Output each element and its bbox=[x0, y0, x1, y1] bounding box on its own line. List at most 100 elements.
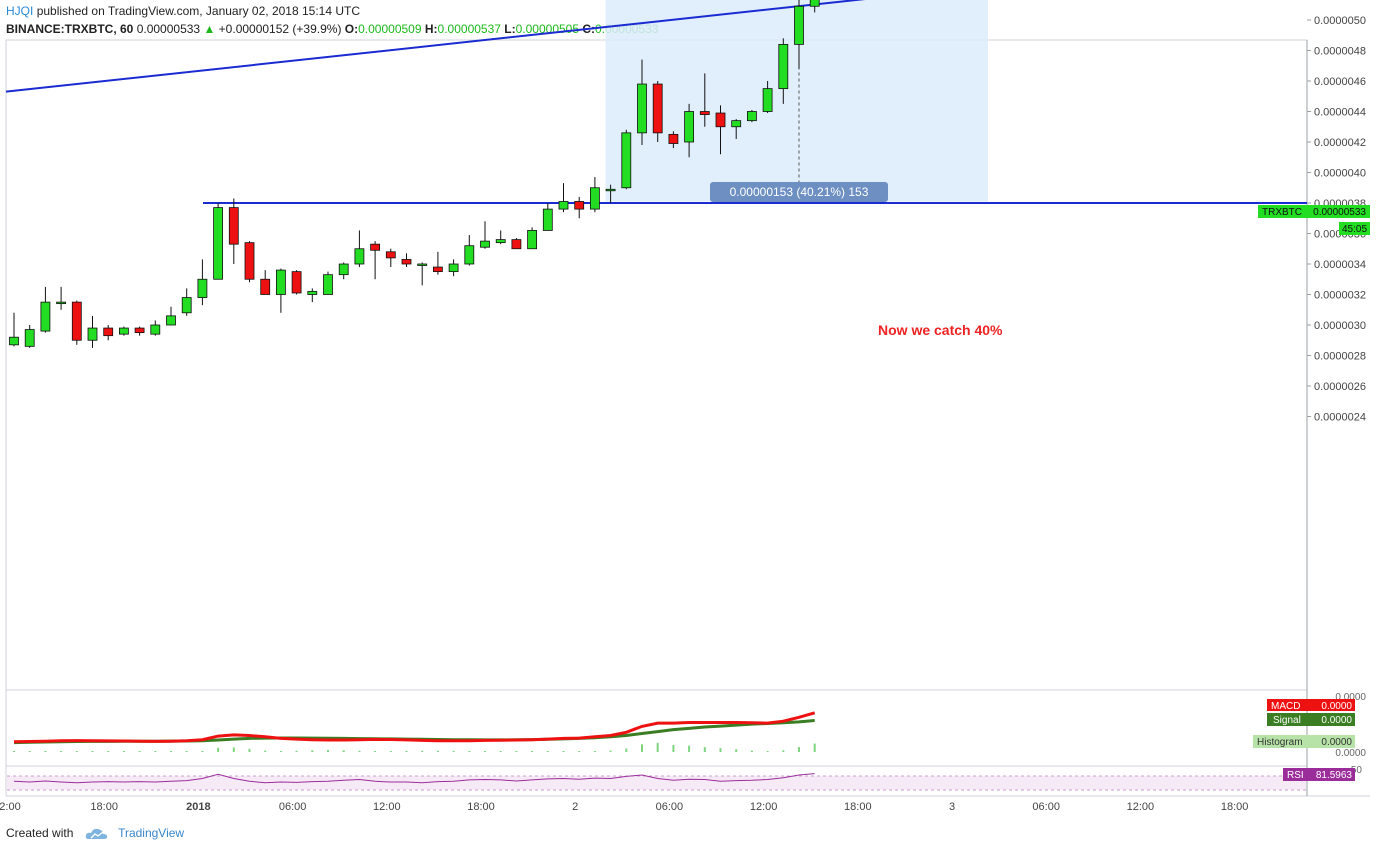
histogram-tag-box bbox=[1253, 735, 1355, 748]
candle-body bbox=[542, 208, 553, 231]
time-tick-label: 2 bbox=[572, 801, 578, 813]
candles[interactable] bbox=[9, 0, 820, 348]
candle[interactable] bbox=[56, 286, 66, 310]
candle[interactable] bbox=[338, 262, 349, 280]
candle[interactable] bbox=[684, 103, 694, 158]
histogram-bar bbox=[60, 751, 63, 752]
candle[interactable] bbox=[448, 259, 459, 277]
candle-body bbox=[480, 240, 490, 248]
candle[interactable] bbox=[762, 81, 773, 114]
candle-body bbox=[338, 263, 349, 276]
candle[interactable] bbox=[652, 81, 663, 142]
histogram-bar bbox=[75, 751, 78, 752]
histogram-bar bbox=[138, 751, 141, 752]
countdown: 45:05 bbox=[1342, 224, 1367, 235]
open-label: O: bbox=[344, 22, 359, 36]
lower-trend-line[interactable] bbox=[5, 0, 1307, 93]
candle[interactable] bbox=[809, 0, 820, 13]
histogram-bar bbox=[750, 750, 753, 752]
time-tick-label: 06:00 bbox=[279, 801, 307, 813]
candle-body bbox=[637, 83, 647, 134]
rsi-tag-label: RSI bbox=[1287, 770, 1304, 781]
candle[interactable] bbox=[417, 262, 428, 286]
candle[interactable] bbox=[464, 235, 475, 266]
candle[interactable] bbox=[558, 183, 569, 213]
candle[interactable] bbox=[354, 230, 365, 268]
histogram-bar bbox=[28, 751, 31, 752]
candle[interactable] bbox=[668, 131, 679, 149]
candle[interactable] bbox=[134, 326, 145, 336]
candle[interactable] bbox=[307, 288, 318, 303]
candle[interactable] bbox=[166, 306, 176, 326]
candle[interactable] bbox=[228, 198, 239, 264]
histogram-bar bbox=[499, 751, 502, 752]
candle-body bbox=[574, 201, 585, 210]
candle-body bbox=[71, 301, 82, 341]
tradingview-link[interactable]: TradingView bbox=[118, 826, 185, 840]
candle-body bbox=[809, 0, 820, 7]
candle[interactable] bbox=[542, 203, 553, 231]
candle[interactable] bbox=[323, 271, 333, 295]
author-name[interactable]: HJQI bbox=[6, 4, 34, 18]
macd-histogram bbox=[13, 742, 816, 752]
candle-body bbox=[244, 242, 255, 280]
histogram-bar bbox=[389, 751, 392, 752]
candle[interactable] bbox=[370, 241, 381, 280]
candle-body bbox=[150, 324, 161, 335]
signal-tag-value: 0.0000 bbox=[1321, 715, 1352, 726]
macd-tick-top: 0.0000 bbox=[1335, 692, 1366, 703]
price-tag-symbol: TRXBTC bbox=[1262, 207, 1302, 218]
histogram-bar bbox=[154, 751, 157, 752]
candle-body bbox=[275, 269, 286, 295]
candle[interactable] bbox=[40, 286, 51, 333]
histogram-bar bbox=[421, 750, 424, 752]
countdown-box bbox=[1339, 222, 1370, 235]
candle[interactable] bbox=[213, 203, 224, 280]
candle[interactable] bbox=[621, 129, 632, 190]
up-triangle-icon: ▲ bbox=[203, 22, 216, 36]
candle[interactable] bbox=[495, 230, 506, 245]
candle[interactable] bbox=[480, 221, 490, 249]
candle[interactable] bbox=[244, 241, 255, 283]
candle[interactable] bbox=[590, 177, 600, 213]
candle[interactable] bbox=[71, 300, 82, 345]
candle[interactable] bbox=[87, 315, 98, 348]
candle[interactable] bbox=[197, 259, 208, 306]
candle[interactable] bbox=[511, 238, 522, 250]
histogram-bar bbox=[625, 748, 628, 752]
histogram-bar bbox=[468, 751, 471, 752]
candle[interactable] bbox=[794, 0, 804, 69]
annotation-text: Now we catch 40% bbox=[878, 322, 1003, 338]
last-price: 0.00000533 bbox=[136, 22, 201, 36]
candle[interactable] bbox=[181, 288, 192, 316]
candle[interactable] bbox=[527, 227, 537, 250]
candle[interactable] bbox=[778, 38, 789, 104]
candle[interactable] bbox=[103, 325, 114, 341]
candle[interactable] bbox=[260, 270, 271, 295]
candle[interactable] bbox=[432, 251, 443, 275]
candle[interactable] bbox=[150, 320, 161, 336]
candle[interactable] bbox=[699, 73, 710, 127]
candle[interactable] bbox=[574, 196, 585, 219]
candle[interactable] bbox=[715, 105, 726, 155]
candle[interactable] bbox=[385, 248, 396, 268]
candle[interactable] bbox=[119, 326, 129, 336]
candle[interactable] bbox=[605, 184, 616, 203]
histogram-bar bbox=[515, 751, 518, 752]
price-change: +0.00000152 (+39.9%) bbox=[218, 22, 342, 36]
time-axis[interactable]: 2:00 18:00 2018 06:00 12:00 18:00 2 06:00 12:00 1… bbox=[0, 801, 1248, 813]
candle[interactable] bbox=[747, 109, 757, 123]
candle[interactable] bbox=[731, 119, 742, 139]
candle[interactable] bbox=[24, 325, 35, 348]
price-tick-label: 0.0000034 bbox=[1314, 259, 1366, 271]
candle[interactable] bbox=[291, 270, 302, 295]
candle[interactable] bbox=[9, 312, 19, 347]
candle-body bbox=[417, 263, 428, 266]
candle[interactable] bbox=[401, 253, 412, 268]
candle-body bbox=[119, 327, 129, 335]
candle[interactable] bbox=[275, 268, 286, 313]
time-tick-label: 2018 bbox=[186, 801, 210, 813]
time-tick-label: 06:00 bbox=[1032, 801, 1060, 813]
candle[interactable] bbox=[637, 59, 647, 146]
